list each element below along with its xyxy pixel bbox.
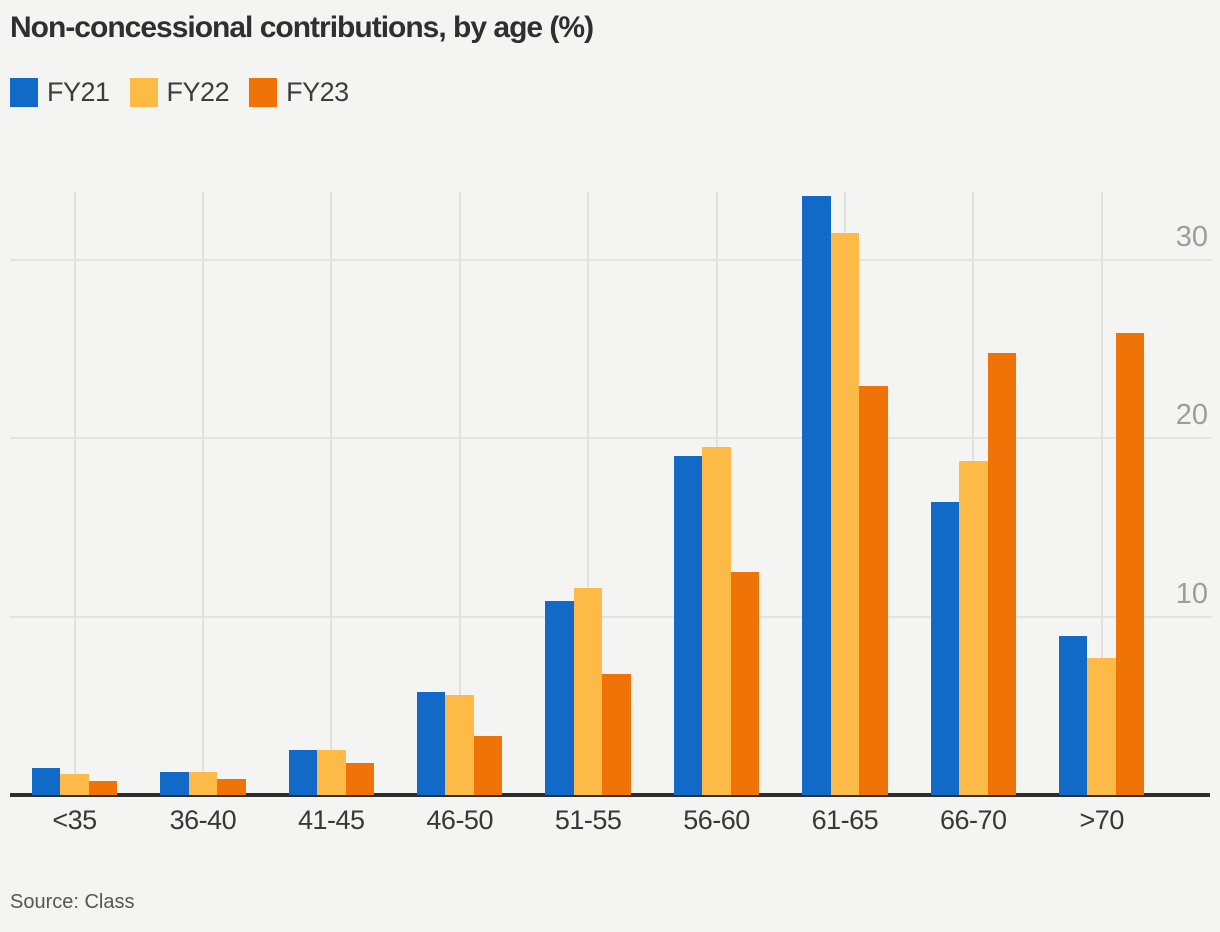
bar-fy23-51-55 bbox=[602, 673, 631, 795]
x-tick-label-46-50: 46-50 bbox=[426, 805, 493, 835]
legend-label: FY22 bbox=[166, 77, 230, 107]
bar-fy22-61-65 bbox=[830, 233, 860, 795]
bar-fy22-<35 bbox=[60, 773, 89, 795]
legend-swatch-icon bbox=[129, 77, 158, 107]
bar-fy21-36-40 bbox=[160, 771, 189, 795]
y-gridline-20 bbox=[10, 437, 1212, 440]
bar-fy23-61-65 bbox=[859, 386, 888, 795]
bar-fy23-46-50 bbox=[473, 736, 503, 795]
bar-fy21-51-55 bbox=[545, 600, 574, 795]
x-gridline bbox=[458, 192, 461, 795]
x-tick-label->70: >70 bbox=[1079, 805, 1125, 835]
x-tick-label-66-70: 66-70 bbox=[940, 805, 1007, 835]
x-tick-label-56-60: 56-60 bbox=[683, 805, 750, 835]
bar-fy22->70 bbox=[1087, 657, 1116, 795]
y-tick-label-20: 20 bbox=[1175, 399, 1208, 432]
bar-fy21-<35 bbox=[31, 768, 61, 795]
bar-fy22-51-55 bbox=[573, 588, 603, 795]
chart-legend: FY21 FY22 FY23 bbox=[10, 77, 369, 107]
y-tick-label-10: 10 bbox=[1175, 577, 1208, 610]
bar-fy21-46-50 bbox=[416, 691, 446, 795]
legend-label: FY23 bbox=[286, 77, 349, 107]
bar-fy22-56-60 bbox=[702, 447, 731, 795]
bar-fy23-41-45 bbox=[345, 762, 375, 795]
bar-fy21-56-60 bbox=[673, 456, 703, 795]
x-gridline bbox=[587, 192, 590, 795]
bar-fy21-66-70 bbox=[930, 502, 960, 795]
y-gridline-10 bbox=[10, 615, 1212, 618]
bar-fy23-36-40 bbox=[217, 778, 246, 795]
x-tick-label-51-55: 51-55 bbox=[554, 805, 622, 835]
source-note: Source: Class bbox=[10, 891, 135, 913]
y-tick-label-30: 30 bbox=[1175, 220, 1208, 253]
bar-fy21->70 bbox=[1058, 636, 1088, 795]
x-gridline bbox=[1100, 192, 1103, 795]
chart-title: Non-concessional contributions, by age (… bbox=[10, 11, 594, 44]
legend-label: FY21 bbox=[47, 77, 110, 107]
x-tick-label-36-40: 36-40 bbox=[169, 805, 237, 835]
bar-fy22-36-40 bbox=[188, 771, 218, 795]
bar-fy23->70 bbox=[1115, 332, 1145, 795]
x-tick-label-41-45: 41-45 bbox=[298, 805, 365, 835]
legend-swatch-icon bbox=[10, 77, 38, 107]
bar-fy21-41-45 bbox=[288, 750, 318, 795]
y-gridline-30 bbox=[10, 258, 1212, 261]
x-axis-line bbox=[10, 793, 1210, 797]
x-tick-label-61-65: 61-65 bbox=[811, 805, 879, 835]
bar-fy23-66-70 bbox=[987, 352, 1017, 795]
x-gridline bbox=[73, 192, 76, 795]
bar-fy23-<35 bbox=[88, 780, 118, 795]
x-tick-label-<35: <35 bbox=[52, 805, 97, 835]
legend-swatch-icon bbox=[249, 77, 278, 107]
bar-fy23-56-60 bbox=[730, 572, 760, 795]
x-axis-labels: <35 36-40 41-45 46-50 51-55 56-60 61-65 66-70 >7… bbox=[10, 805, 1210, 839]
legend-item-fy22: FY22 bbox=[129, 77, 230, 107]
bar-fy22-41-45 bbox=[317, 750, 346, 795]
x-gridline bbox=[330, 192, 333, 795]
legend-item-fy23: FY23 bbox=[249, 77, 349, 107]
bar-fy21-61-65 bbox=[802, 195, 831, 795]
plot-area: 10 20 30 bbox=[10, 192, 1212, 797]
x-gridline bbox=[201, 192, 204, 795]
legend-item-fy21: FY21 bbox=[10, 77, 110, 107]
bar-fy22-46-50 bbox=[445, 695, 474, 795]
bar-fy22-66-70 bbox=[959, 461, 988, 795]
